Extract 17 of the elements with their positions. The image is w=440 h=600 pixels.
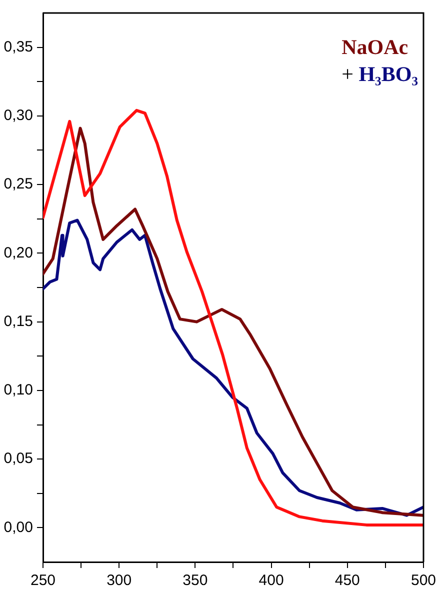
text: H₃BO₃: [358, 62, 418, 86]
y-tick-label: 0,35: [4, 38, 33, 56]
x-tick-label: 250: [30, 572, 56, 590]
x-tick-label: 500: [410, 572, 436, 590]
y-tick-label: 0,30: [4, 107, 33, 124]
annotation: +: [342, 62, 354, 86]
y-tick-label: 0,00: [4, 518, 33, 536]
x-tick-label: 300: [106, 572, 132, 590]
x-tick-label: 400: [258, 572, 284, 590]
x-tick-label: 350: [182, 572, 208, 590]
text: NaOAc: [342, 35, 408, 59]
y-tick-label: 0,15: [4, 312, 33, 330]
y-tick-label: 0,10: [4, 382, 33, 399]
y-tick-label: 0,20: [4, 244, 33, 262]
x-tick-label: 450: [334, 572, 360, 590]
y-tick-label: 0,25: [4, 176, 33, 193]
y-tick-label: 0,05: [4, 450, 33, 468]
